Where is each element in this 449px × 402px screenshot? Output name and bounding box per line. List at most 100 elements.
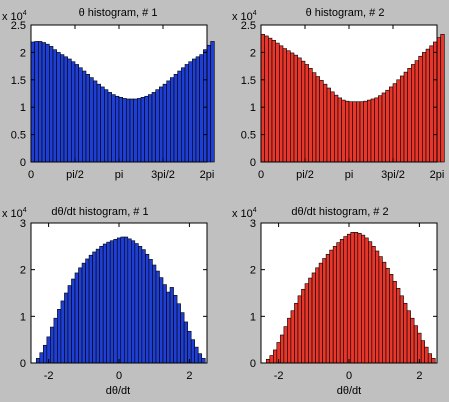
histogram-bar <box>318 262 323 364</box>
histogram-bar <box>343 236 348 364</box>
histogram-bar <box>350 232 355 364</box>
histogram-bar <box>176 303 181 364</box>
histogram-bar <box>85 258 90 364</box>
y-tick-label: 2 <box>250 265 256 277</box>
histogram-bar <box>329 249 334 364</box>
histogram-bar <box>162 83 167 163</box>
histogram-bar <box>199 54 204 163</box>
panel-2-title: θ histogram, # 2 <box>306 7 385 19</box>
x-tick-label: 0 <box>116 370 122 382</box>
histogram-bar <box>138 246 143 364</box>
histogram-bar <box>71 278 76 364</box>
histogram-bar <box>406 310 411 364</box>
histogram-bar <box>378 95 383 163</box>
histogram-bar <box>330 91 335 163</box>
histogram-bar <box>201 358 206 364</box>
histogram-bar <box>60 300 65 364</box>
histogram-bar <box>129 98 134 163</box>
histogram-bar <box>57 309 62 364</box>
histogram-bar <box>45 43 50 163</box>
histogram-bar <box>123 236 129 364</box>
x-tick-label: 2 <box>186 370 192 382</box>
panel-4-title: dθ/dt histogram, # 2 <box>291 206 388 218</box>
histogram-bar <box>422 52 427 163</box>
dtheta-histogram-1-panel: x 104 dθ/dt histogram, # 1 dθ/dt -2 0 2 0 1 2… <box>2 206 208 397</box>
histogram-bar <box>433 41 438 163</box>
histogram-bar <box>67 285 72 364</box>
histogram-bar <box>39 352 44 364</box>
x-tick-label: 3pi/2 <box>381 169 405 181</box>
histogram-bar <box>385 267 390 364</box>
histogram-bar <box>127 238 132 364</box>
histogram-bar <box>81 262 86 364</box>
histogram-bar <box>334 94 339 163</box>
histogram-bar <box>389 86 394 163</box>
histogram-bar <box>301 60 306 163</box>
histogram-bar <box>264 35 269 163</box>
histogram-bar <box>113 239 118 364</box>
histogram-bar <box>126 98 131 163</box>
histogram-bar <box>427 353 433 364</box>
histogram-bar <box>184 64 189 163</box>
histogram-bar <box>392 83 397 163</box>
histogram-bar <box>356 101 361 163</box>
histogram-bar <box>131 240 136 364</box>
histogram-bar <box>60 54 65 163</box>
histogram-bar <box>374 97 379 163</box>
histogram-bar <box>370 98 375 163</box>
panel-4-xlabel: dθ/dt <box>337 385 361 397</box>
histogram-bar <box>361 234 366 364</box>
histogram-bar <box>88 254 93 364</box>
y-tick-label: 1 <box>20 311 26 323</box>
histogram-bar <box>133 98 138 163</box>
histogram-bar <box>385 89 390 163</box>
histogram-bar <box>210 41 215 163</box>
histogram-bar <box>294 302 299 364</box>
histogram-bar <box>400 75 405 163</box>
histogram-bar <box>34 41 39 163</box>
histogram-bar <box>115 95 120 163</box>
histogram-bar <box>418 55 423 163</box>
histogram-bar <box>140 97 145 163</box>
histogram-bar <box>301 288 306 364</box>
histogram-bar <box>111 94 116 163</box>
histogram-bar <box>109 240 115 364</box>
x-tick-label: 0 <box>346 370 352 382</box>
y-tick-label: 3 <box>20 218 26 230</box>
histogram-bar <box>268 37 273 163</box>
histogram-bar <box>183 321 188 364</box>
dtheta-histogram-2-panel: x 104 dθ/dt histogram, # 2 dθ/dt -2 0 2 0 1 2… <box>232 206 438 397</box>
histogram-bar <box>352 101 357 163</box>
histogram-bar <box>159 277 164 364</box>
histogram-bar <box>315 76 320 163</box>
histogram-bar <box>155 89 160 163</box>
histogram-bar <box>74 64 79 163</box>
histogram-bar <box>275 42 280 163</box>
histogram-bar <box>118 97 123 163</box>
histogram-bar <box>304 64 309 163</box>
histogram-bar <box>93 80 98 163</box>
histogram-bar <box>107 92 112 163</box>
histogram-bar <box>120 236 125 364</box>
x-tick-label: 2pi <box>200 169 215 181</box>
histogram-bar <box>159 86 164 163</box>
histogram-bar <box>429 45 434 163</box>
histogram-bar <box>345 100 350 163</box>
histogram-bar <box>381 92 386 163</box>
histogram-bar <box>332 246 337 364</box>
histogram-bar <box>206 44 211 163</box>
histogram-bar <box>148 259 153 364</box>
histogram-bar <box>271 40 276 163</box>
histogram-bar <box>410 317 415 364</box>
histogram-bar <box>297 57 302 163</box>
panel-2-exponent-label: x 104 <box>232 10 257 23</box>
histogram-bar <box>148 94 153 163</box>
histogram-bar <box>319 80 324 163</box>
histogram-bar <box>106 241 111 364</box>
panel-3-title: dθ/dt histogram, # 1 <box>51 206 148 218</box>
x-tick-label: pi/2 <box>296 169 314 181</box>
y-tick-label: 0 <box>250 157 256 169</box>
histogram-bar <box>392 281 397 364</box>
histogram-bar <box>203 49 208 163</box>
histogram-bar <box>260 34 265 163</box>
